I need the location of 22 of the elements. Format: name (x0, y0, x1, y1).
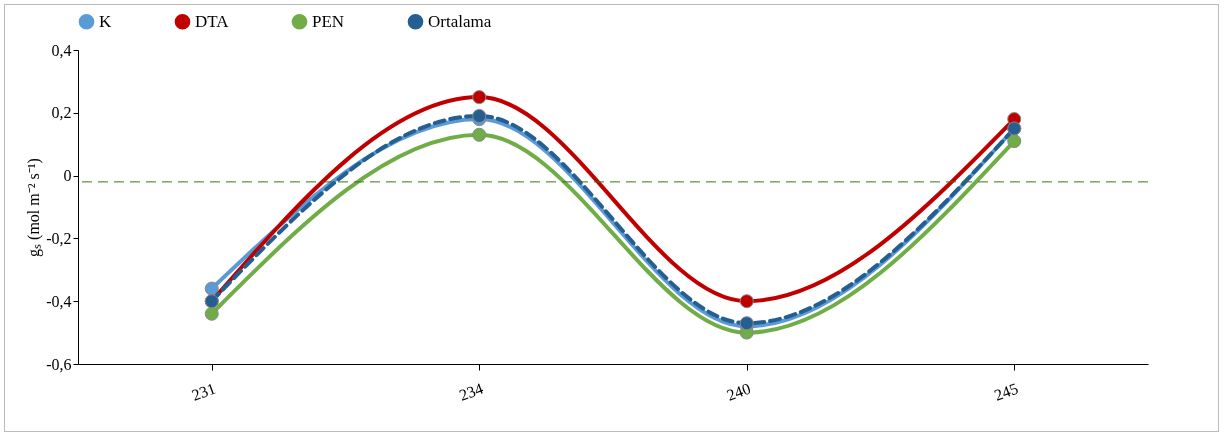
point (472, 90, 487, 105)
y-tick-label: -0,2 (46, 229, 72, 247)
point (472, 127, 487, 142)
y-tick-label: 0,4 (51, 41, 72, 59)
point (204, 306, 219, 321)
point (739, 294, 754, 309)
x-tick-label: 240 (724, 379, 753, 404)
x-tick-label: 245 (991, 379, 1021, 404)
y-tick-label: -0,4 (46, 292, 72, 310)
y-tick-label: 0 (63, 167, 72, 185)
legend-label: K (99, 11, 112, 31)
y-axis-title: gₛ (mol m⁻² s⁻¹) (25, 158, 44, 257)
point (472, 108, 487, 123)
legend-label: PEN (312, 11, 345, 31)
legend-label: Ortalama (428, 11, 492, 31)
y-tick-label: 0,2 (51, 104, 72, 122)
point (204, 281, 219, 296)
point (1007, 134, 1022, 149)
x-tick-label: 231 (189, 379, 218, 404)
legend-label: DTA (195, 11, 230, 31)
y-tick-label: -0,6 (46, 355, 72, 373)
x-tick-label: 234 (456, 379, 486, 404)
